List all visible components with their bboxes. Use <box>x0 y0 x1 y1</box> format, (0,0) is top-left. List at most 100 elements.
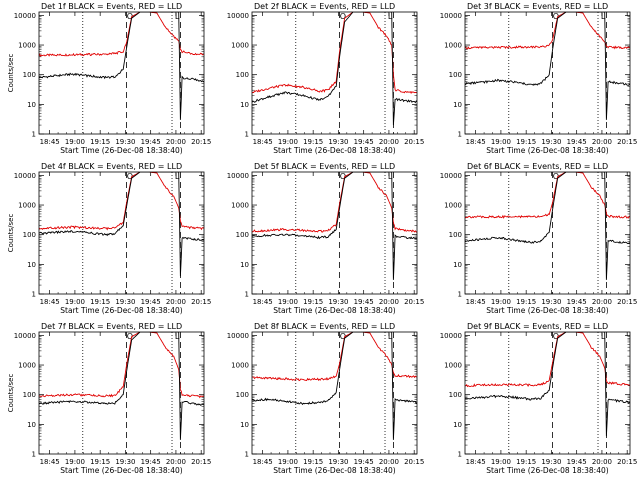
x-tick-label: 20:15 <box>617 458 637 466</box>
x-tick-label: 20:00 <box>166 138 186 146</box>
series-line-events <box>39 12 204 120</box>
marker-o: O <box>127 332 133 341</box>
x-tick-label: 20:15 <box>404 458 424 466</box>
y-tick-label: 10000 <box>440 172 462 180</box>
chart-panel-1: Det 1f BLACK = Events, RED = LLD Counts/s… <box>7 2 211 155</box>
x-tick-label: 19:15 <box>90 138 110 146</box>
marker-l: L <box>175 332 180 341</box>
x-tick-label: 20:15 <box>191 458 211 466</box>
marker-l: L <box>601 12 606 21</box>
series-line-events <box>252 12 417 126</box>
y-tick-label: 100 <box>449 71 462 79</box>
marker-o: O <box>340 172 346 181</box>
chart-title: Det 3f BLACK = Events, RED = LLD <box>467 2 608 11</box>
marker-l: L <box>601 332 606 341</box>
y-tick-label: 100 <box>449 231 462 239</box>
y-tick-label: 10000 <box>227 172 249 180</box>
x-tick-label: 18:45 <box>253 138 273 146</box>
chart-panel-9: Det 9f BLACK = Events, RED = LLD Start Ti… <box>440 322 638 475</box>
x-axis-label: Start Time (26-Dec-08 18:38:40) <box>60 466 182 475</box>
plot-frame <box>251 11 418 135</box>
y-tick-label: 1 <box>32 131 36 139</box>
x-tick-label: 19:15 <box>303 298 323 306</box>
chart-title: Det 9f BLACK = Events, RED = LLD <box>467 322 608 331</box>
marker-l: L <box>388 332 393 341</box>
x-tick-label: 19:30 <box>328 458 348 466</box>
series-line-events <box>465 332 630 437</box>
x-tick-label: 20:00 <box>166 298 186 306</box>
y-tick-label: 1000 <box>18 202 36 210</box>
y-tick-label: 10 <box>453 261 462 269</box>
chart-panel-3: Det 3f BLACK = Events, RED = LLD Start Ti… <box>440 2 638 155</box>
chart-panel-4: Det 4f BLACK = Events, RED = LLD Counts/s… <box>7 162 211 315</box>
chart-panel-7: Det 7f BLACK = Events, RED = LLD Counts/s… <box>7 322 211 475</box>
series-line-events <box>465 12 630 120</box>
x-tick-label: 19:00 <box>491 138 511 146</box>
y-tick-label: 10 <box>453 421 462 429</box>
x-tick-label: 19:00 <box>278 298 298 306</box>
series-line-events <box>39 172 204 277</box>
x-tick-label: 19:30 <box>541 138 561 146</box>
y-tick-label: 1000 <box>444 202 462 210</box>
series-line-events <box>465 172 630 280</box>
x-tick-label: 19:00 <box>65 458 85 466</box>
x-tick-label: 19:30 <box>115 298 135 306</box>
series-line-events <box>39 332 204 440</box>
marker-l: L <box>388 172 393 181</box>
series-line-events <box>252 172 417 280</box>
series-line-lld <box>465 172 630 219</box>
x-tick-label: 19:15 <box>90 458 110 466</box>
x-tick-label: 19:45 <box>141 458 161 466</box>
x-tick-label: 20:15 <box>191 138 211 146</box>
x-tick-label: 18:45 <box>253 458 273 466</box>
x-tick-label: 19:00 <box>491 298 511 306</box>
x-axis-label: Start Time (26-Dec-08 18:38:40) <box>273 306 395 315</box>
x-tick-label: 19:15 <box>303 138 323 146</box>
y-tick-label: 10000 <box>227 332 249 340</box>
x-tick-label: 18:45 <box>253 298 273 306</box>
x-tick-label: 19:30 <box>541 458 561 466</box>
x-tick-label: 18:45 <box>466 138 486 146</box>
marker-l: L <box>175 12 180 21</box>
y-tick-label: 10000 <box>14 332 36 340</box>
x-tick-label: 19:45 <box>567 458 587 466</box>
y-tick-label: 1 <box>245 131 249 139</box>
x-axis-label: Start Time (26-Dec-08 18:38:40) <box>486 466 608 475</box>
y-tick-label: 10 <box>240 101 249 109</box>
y-tick-label: 10000 <box>440 332 462 340</box>
plot-frame <box>251 171 418 295</box>
x-tick-label: 19:45 <box>354 138 374 146</box>
y-tick-label: 1 <box>458 291 462 299</box>
x-tick-label: 19:30 <box>115 458 135 466</box>
chart-title: Det 6f BLACK = Events, RED = LLD <box>467 162 608 171</box>
y-tick-label: 1000 <box>444 42 462 50</box>
plot-frame <box>251 331 418 455</box>
y-tick-label: 1000 <box>231 362 249 370</box>
y-axis-label: Counts/sec <box>7 374 15 413</box>
x-axis-label: Start Time (26-Dec-08 18:38:40) <box>273 146 395 155</box>
x-tick-label: 19:15 <box>516 298 536 306</box>
x-tick-label: 18:45 <box>466 298 486 306</box>
marker-o: O <box>127 172 133 181</box>
y-tick-label: 1000 <box>18 362 36 370</box>
y-tick-label: 1 <box>458 131 462 139</box>
marker-o: O <box>553 332 559 341</box>
y-tick-label: 10 <box>453 101 462 109</box>
x-tick-label: 20:15 <box>617 298 637 306</box>
x-tick-label: 19:30 <box>541 298 561 306</box>
x-tick-label: 19:00 <box>65 138 85 146</box>
series-line-lld <box>252 332 417 382</box>
x-tick-label: 18:45 <box>40 458 60 466</box>
x-tick-label: 19:30 <box>328 138 348 146</box>
y-axis-label: Counts/sec <box>7 214 15 253</box>
x-tick-label: 20:15 <box>404 298 424 306</box>
x-tick-label: 18:45 <box>40 298 60 306</box>
marker-l: L <box>601 172 606 181</box>
x-axis-label: Start Time (26-Dec-08 18:38:40) <box>273 466 395 475</box>
marker-o: O <box>340 332 346 341</box>
x-tick-label: 19:15 <box>90 298 110 306</box>
x-tick-label: 20:00 <box>592 458 612 466</box>
series-line-lld <box>39 12 204 58</box>
y-tick-label: 10000 <box>14 172 36 180</box>
